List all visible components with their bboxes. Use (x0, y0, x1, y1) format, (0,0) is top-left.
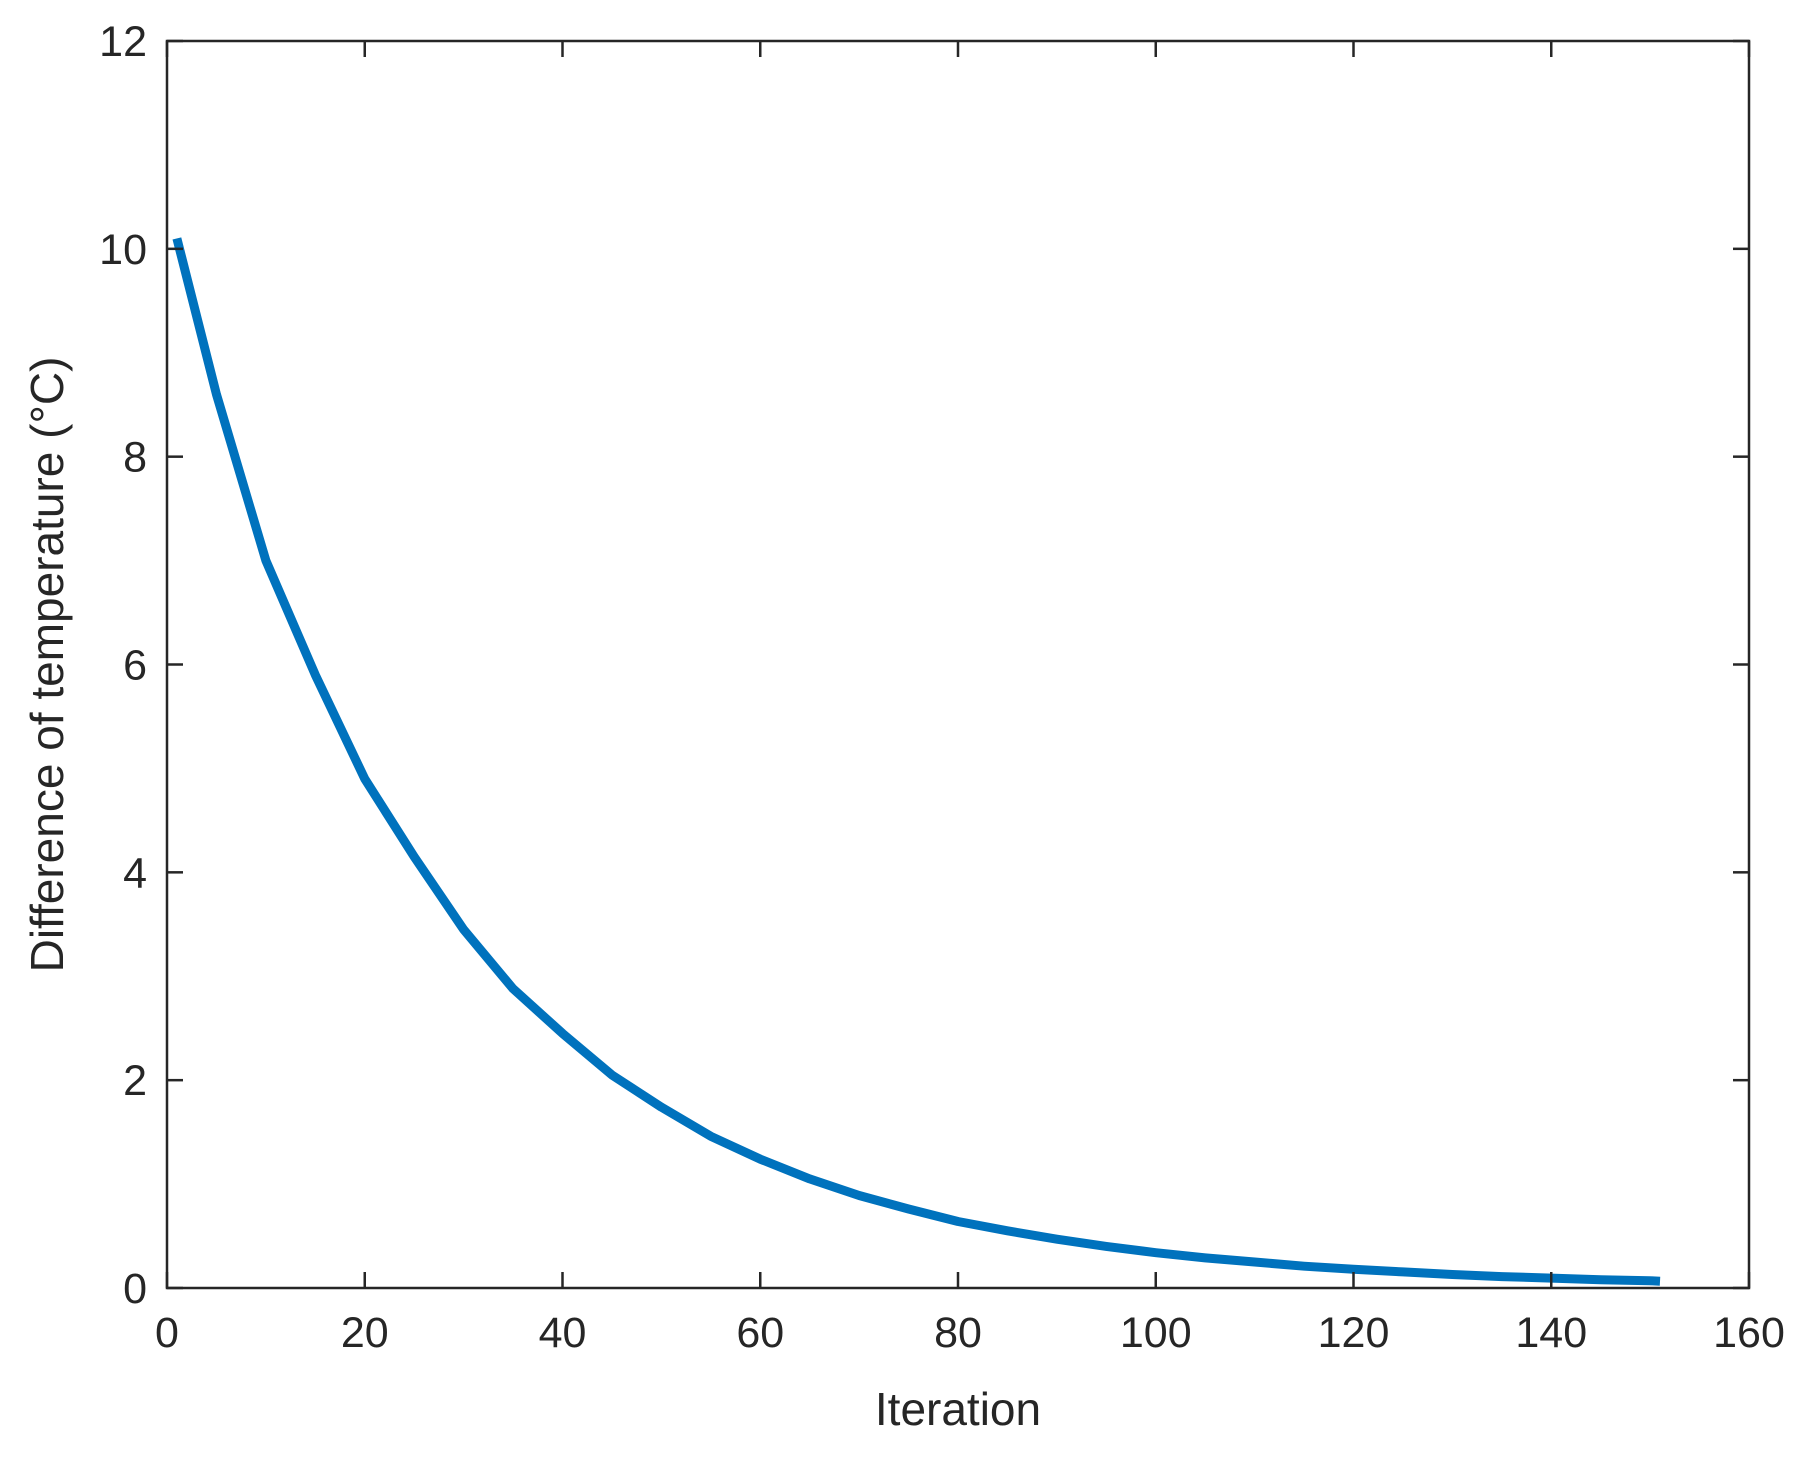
x-tick-label: 140 (1515, 1309, 1587, 1357)
y-tick-label: 8 (123, 434, 147, 482)
x-tick-label: 160 (1713, 1309, 1785, 1357)
x-tick-label: 120 (1318, 1309, 1390, 1357)
x-tick-label: 20 (341, 1309, 389, 1357)
x-axis-ticks: 0 20 40 60 80 100 120 140 160 (155, 41, 1785, 1357)
x-tick-label: 0 (155, 1309, 179, 1357)
x-axis-title: Iteration (875, 1383, 1041, 1435)
plot-area (167, 41, 1749, 1288)
y-tick-label: 4 (123, 849, 147, 897)
y-tick-label: 0 (123, 1265, 147, 1313)
data-layer (172, 237, 1661, 1286)
x-tick-label: 80 (934, 1309, 982, 1357)
plot-background (167, 41, 1749, 1288)
x-tick-label: 60 (736, 1309, 784, 1357)
y-tick-label: 12 (99, 18, 147, 66)
y-tick-label: 10 (99, 226, 147, 274)
x-tick-label: 100 (1120, 1309, 1192, 1357)
y-tick-label: 6 (123, 642, 147, 690)
x-tick-label: 40 (539, 1309, 587, 1357)
y-axis-ticks: 0 2 4 6 8 10 12 (99, 18, 1749, 1313)
y-tick-label: 2 (123, 1057, 147, 1105)
series-line-0 (172, 237, 1661, 1286)
y-axis-title: Difference of temperature (°C) (21, 357, 73, 973)
